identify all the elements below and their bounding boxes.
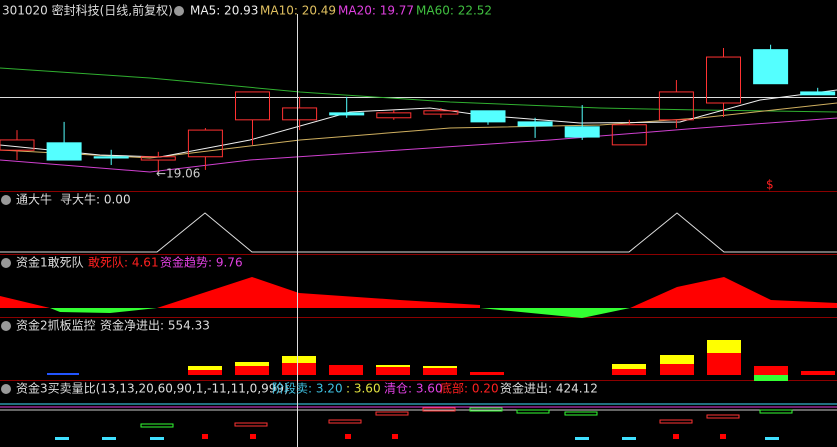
- panel3-a: 敢死队: 4.61: [88, 255, 159, 270]
- ma20: MA20: 19.77: [338, 4, 414, 18]
- candle-body: [140, 156, 176, 161]
- candle-body: [282, 107, 318, 121]
- panel5-title: 资金3买卖量比(13,13,20,60,90,1,-11,11,0,999): [16, 381, 289, 396]
- candle-body: [376, 112, 412, 119]
- ma10: MA10: 20.49: [260, 4, 336, 18]
- panel5-c: 清仓: 3.60: [384, 382, 443, 396]
- panel3-title: 资金1敢死队: [16, 255, 84, 270]
- candle-body: [658, 91, 694, 121]
- panel5-marks: [0, 403, 837, 440]
- candle-body: [517, 121, 553, 127]
- candle-body: [564, 126, 600, 138]
- low-label: ←19.06: [156, 167, 200, 181]
- candle-body: [235, 91, 270, 121]
- candle-body: [329, 112, 365, 116]
- dividers: [0, 191, 837, 381]
- toggle[interactable]: [1, 258, 11, 268]
- ma5: MA5: 20.93: [190, 4, 258, 18]
- ma60: MA60: 22.52: [416, 4, 492, 18]
- candle-body: [611, 124, 647, 146]
- candle-body: [753, 49, 789, 85]
- signal: $: [766, 178, 774, 192]
- header-title: 301020 密封科技(日线,前复权): [2, 3, 173, 18]
- toggle[interactable]: [174, 6, 184, 16]
- toggle[interactable]: [1, 195, 11, 205]
- labels: 301020 密封科技(日线,前复权) MA5: 20.93 MA10: 20.…: [1, 3, 774, 396]
- ma-lines: [0, 67, 837, 173]
- panel2-title: 通大牛: [16, 192, 52, 207]
- candle-body: [46, 142, 82, 161]
- panel2-line: [0, 212, 837, 253]
- panel3-areas: [0, 277, 837, 318]
- toggle[interactable]: [1, 321, 11, 331]
- panel5-a: 阶段卖: 3.20: [272, 381, 343, 396]
- panel4-bars: [47, 340, 835, 381]
- panel4-a: 资金净进出: 554.33: [100, 318, 210, 333]
- candle-body: [0, 139, 35, 151]
- panel2-value: 寻大牛: 0.00: [60, 192, 131, 207]
- candle-body: [187, 129, 223, 158]
- panel5-d: 底部: 0.20: [440, 381, 499, 396]
- candles: [0, 44, 836, 172]
- candle-body: [470, 110, 506, 123]
- toggle[interactable]: [1, 384, 11, 394]
- panel3-b: 资金趋势: 9.76: [160, 255, 243, 270]
- candle-body: [93, 156, 129, 159]
- candle-body: [423, 110, 459, 115]
- panel4-title: 资金2抓板监控: [16, 318, 96, 333]
- candle-body: [706, 56, 741, 104]
- panel5-e: 资金进出: 424.12: [500, 381, 598, 396]
- candle-body: [800, 91, 836, 96]
- panel5-b: : 3.60: [346, 382, 381, 396]
